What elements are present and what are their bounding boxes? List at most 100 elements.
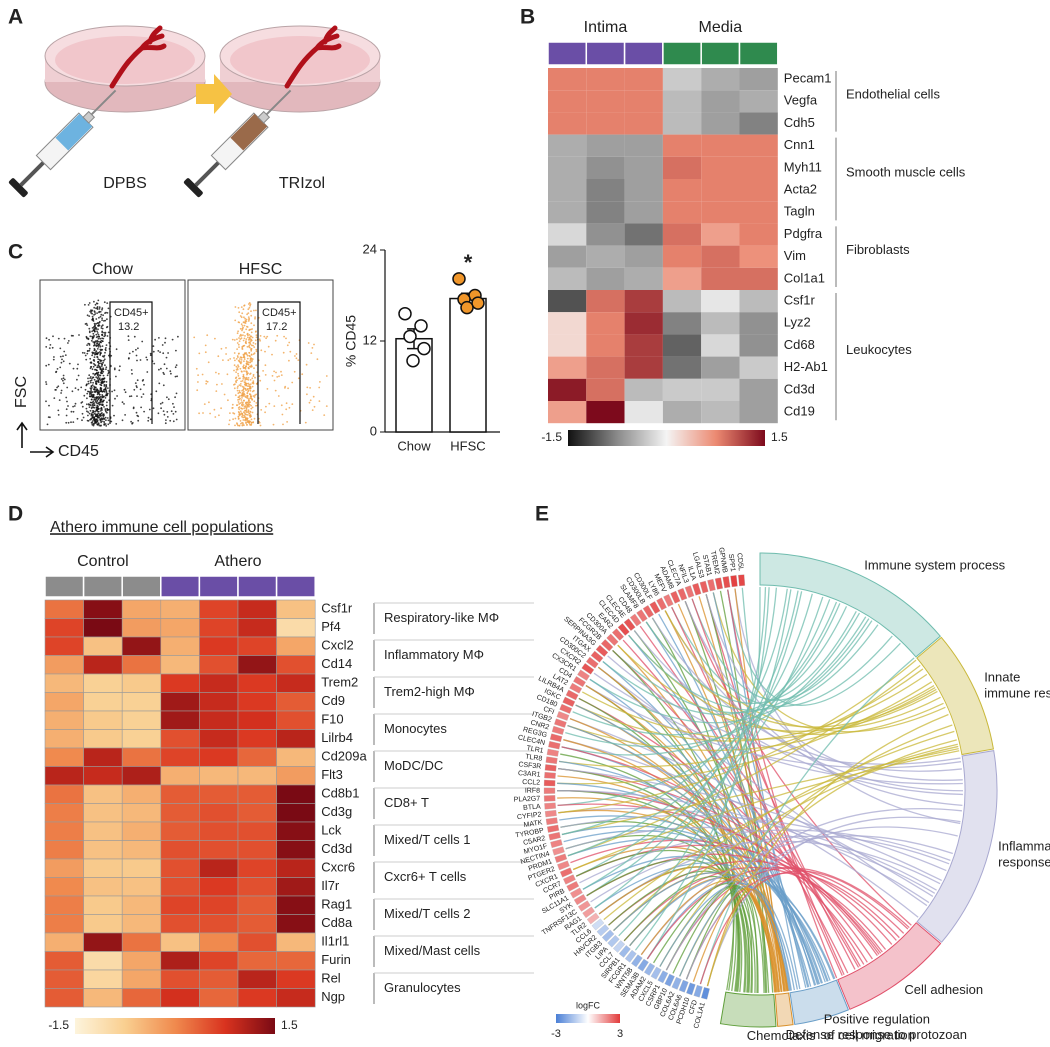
chord-ribbon	[628, 634, 809, 988]
flow-event	[80, 402, 83, 404]
flow-event	[225, 353, 228, 355]
flow-event	[140, 396, 143, 398]
flow-event	[313, 405, 316, 408]
flow-event	[240, 359, 243, 361]
gene-bar	[613, 940, 626, 953]
flow-event	[92, 320, 95, 322]
flow-event	[247, 312, 250, 314]
gene-bar	[585, 656, 599, 669]
flow-event	[280, 374, 283, 376]
flow-event	[102, 414, 105, 416]
flow-event	[249, 387, 252, 390]
flow-event	[92, 404, 94, 407]
flow-event	[101, 340, 104, 343]
flow-event	[227, 399, 229, 402]
flow-event	[295, 357, 298, 360]
flow-event	[99, 352, 102, 355]
chord-ribbon	[617, 644, 938, 732]
heatmap-cell	[44, 932, 84, 952]
gene-label: Lyz2	[784, 315, 811, 330]
flow-event	[172, 402, 174, 405]
flow-event	[285, 337, 287, 340]
gene-label: Pdgfra	[784, 226, 823, 241]
heatmap-cell	[199, 636, 239, 656]
flow-event	[95, 372, 98, 375]
gene-bar	[577, 900, 591, 912]
flow-event	[95, 328, 97, 331]
flow-event	[158, 382, 161, 385]
flow-event	[243, 399, 245, 402]
flow-event	[67, 405, 69, 407]
chord-ribbon	[639, 625, 861, 967]
gene-label: H2-Ab1	[784, 359, 828, 374]
flow-event	[248, 341, 251, 344]
gene-label: Cxcl2	[321, 638, 354, 653]
gene-bar	[548, 831, 561, 841]
flow-event	[102, 314, 104, 317]
panel-label: C	[8, 241, 23, 264]
heatmap-cell	[160, 673, 200, 693]
flow-event	[250, 353, 253, 356]
flow-event	[235, 371, 238, 373]
gene-label: Vim	[784, 248, 806, 263]
flow-event	[142, 379, 145, 381]
flow-event	[158, 368, 160, 371]
flow-event	[93, 306, 96, 309]
group-color-bar	[585, 41, 626, 66]
flow-event	[291, 381, 294, 384]
flow-event	[92, 388, 95, 391]
flow-event	[84, 388, 87, 391]
flow-event	[245, 320, 248, 323]
flow-plot-title: HFSC	[239, 261, 283, 278]
flow-event	[242, 321, 245, 324]
flow-event	[248, 351, 251, 354]
heatmap-cell	[237, 618, 277, 638]
flow-event	[238, 311, 241, 314]
panel-label: D	[8, 503, 23, 526]
flow-event	[96, 388, 99, 391]
flow-event	[241, 325, 244, 327]
flow-event	[72, 367, 75, 370]
heatmap-cell	[121, 618, 162, 638]
flow-event	[105, 344, 108, 346]
flow-event	[253, 346, 256, 348]
flow-event	[325, 405, 328, 407]
gene-label: Col1a1	[784, 270, 825, 285]
flow-event	[91, 351, 94, 354]
heatmap-cell	[739, 290, 778, 313]
flow-event	[143, 410, 146, 413]
flow-event	[99, 368, 102, 370]
term-arc	[789, 979, 850, 1026]
flow-event	[98, 324, 101, 327]
heatmap-cell	[276, 914, 316, 934]
flow-event	[247, 399, 250, 401]
flow-event	[253, 417, 256, 420]
heatmap-cell	[83, 877, 123, 897]
heatmap-cell	[199, 858, 239, 878]
flow-event	[242, 423, 244, 426]
gene-bar	[549, 733, 563, 743]
flow-event	[247, 308, 250, 311]
flow-event	[93, 349, 96, 352]
term-label: Inflammatory responses	[998, 839, 1050, 870]
flow-event	[62, 382, 65, 385]
flow-event	[245, 411, 248, 414]
heatmap-cell	[701, 245, 740, 268]
gene-bar	[677, 587, 688, 601]
flow-event	[243, 337, 246, 340]
flow-event	[135, 348, 137, 351]
heatmap-cell	[160, 784, 200, 804]
flow-event	[93, 387, 96, 389]
flow-event	[242, 386, 245, 388]
heatmap-cell	[276, 988, 316, 1008]
gene-bar	[730, 575, 738, 588]
flow-event	[248, 403, 250, 406]
heatmap-cell	[44, 655, 84, 675]
flow-event	[90, 365, 92, 368]
heatmap-cell	[83, 932, 123, 952]
flow-event	[287, 387, 289, 390]
flow-event	[231, 407, 234, 409]
flow-event	[98, 377, 101, 379]
flow-event	[247, 363, 250, 366]
flow-event	[101, 317, 103, 320]
